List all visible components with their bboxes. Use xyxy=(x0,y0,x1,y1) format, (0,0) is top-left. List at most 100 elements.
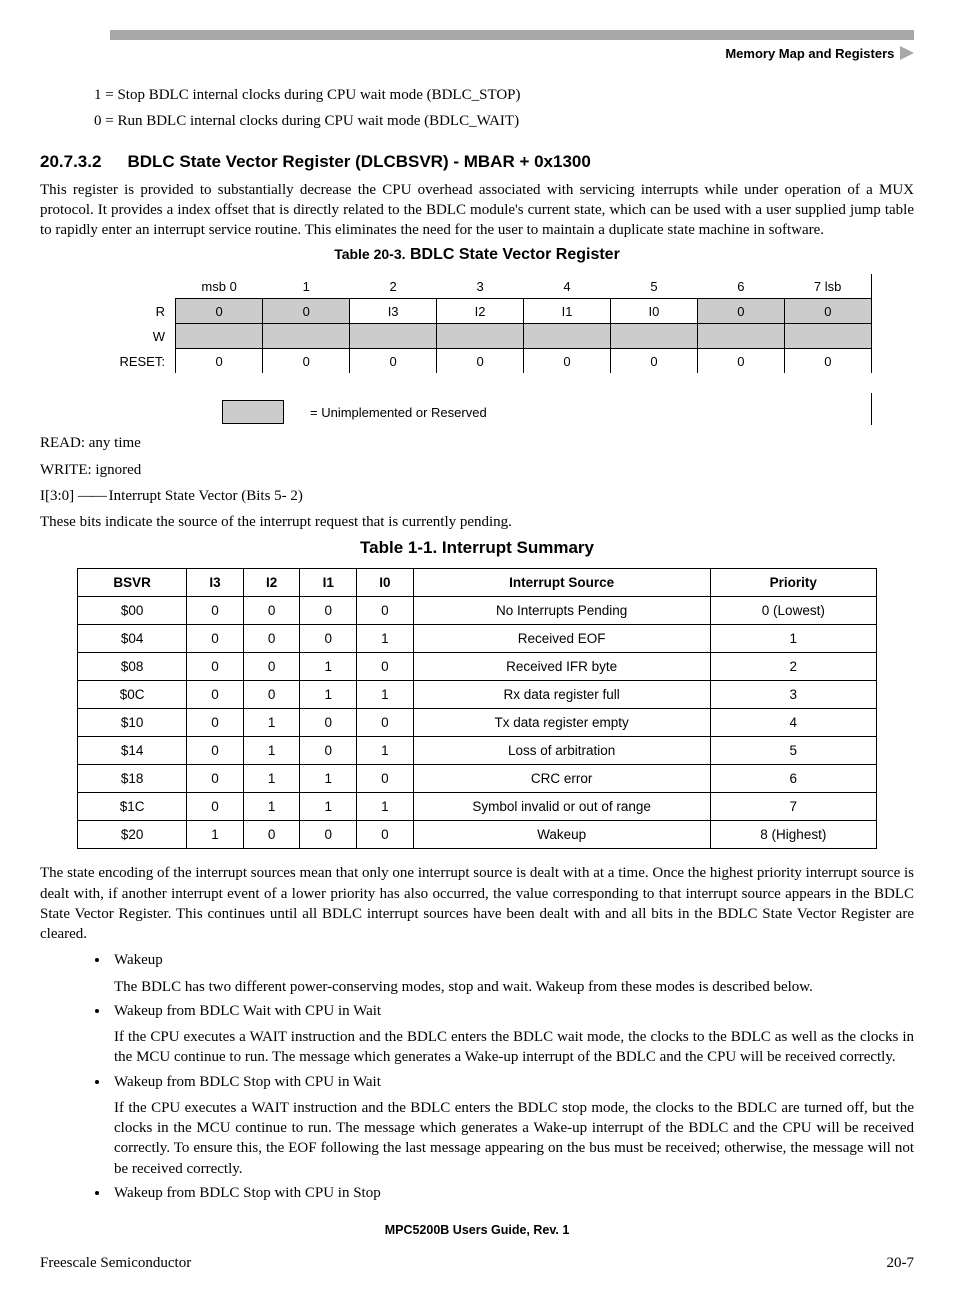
int-header-row: BSVR I3 I2 I1 I0 Interrupt Source Priori… xyxy=(78,569,877,597)
header-right-text: Memory Map and Registers xyxy=(725,46,894,61)
reset-cell: 0 xyxy=(611,349,698,374)
bit-hdr: 7 lsb xyxy=(784,274,871,299)
table-cell: 1 xyxy=(710,625,876,653)
int-col-i2: I2 xyxy=(243,569,300,597)
table-cell: 0 xyxy=(187,597,244,625)
table-cell: 0 xyxy=(187,765,244,793)
reset-cell: 0 xyxy=(263,349,350,374)
table-cell: 1 xyxy=(300,793,357,821)
bit-header-row: msb 0 1 2 3 4 5 6 7 lsb xyxy=(82,274,872,299)
w-cell xyxy=(437,324,524,349)
reg-table-caption: Table 20-3. BDLC State Vector Register xyxy=(40,246,914,264)
table-cell: 0 xyxy=(243,625,300,653)
legend-row: = Unimplemented or Reserved xyxy=(222,399,872,425)
bit-hdr: 4 xyxy=(524,274,611,299)
intro-line-1: 0 = Run BDLC internal clocks during CPU … xyxy=(94,111,914,131)
legend-right-border xyxy=(513,393,872,425)
register-table: msb 0 1 2 3 4 5 6 7 lsb R 0 0 I3 I2 I1 I… xyxy=(82,274,872,373)
int-table-caption: Table 1-1. Interrupt Summary xyxy=(40,538,914,558)
table-cell: $18 xyxy=(78,765,187,793)
table-row: $140101Loss of arbitration5 xyxy=(78,737,877,765)
table-cell: No Interrupts Pending xyxy=(413,597,710,625)
table-cell: 0 xyxy=(300,709,357,737)
table-cell: Received EOF xyxy=(413,625,710,653)
section-heading: 20.7.3.2 BDLC State Vector Register (DLC… xyxy=(40,152,914,172)
table-row: $000000No Interrupts Pending0 (Lowest) xyxy=(78,597,877,625)
list-item: Wakeup from BDLC Stop with CPU in Stop xyxy=(110,1183,914,1203)
list-item-head: Wakeup from BDLC Stop with CPU in Wait xyxy=(114,1072,914,1092)
r-cell: 0 xyxy=(697,299,784,324)
table-cell: Wakeup xyxy=(413,821,710,849)
table-cell: 0 xyxy=(187,625,244,653)
reset-cell: 0 xyxy=(524,349,611,374)
table-cell: Symbol invalid or out of range xyxy=(413,793,710,821)
list-item-head: Wakeup xyxy=(114,950,914,970)
table-cell: 0 xyxy=(300,821,357,849)
table-cell: 1 xyxy=(243,709,300,737)
table-cell: 0 xyxy=(243,597,300,625)
bit-hdr: msb 0 xyxy=(175,274,262,299)
w-label: W xyxy=(82,324,175,349)
table-cell: 1 xyxy=(300,681,357,709)
r-row: R 0 0 I3 I2 I1 I0 0 0 xyxy=(82,299,872,324)
w-cell xyxy=(611,324,698,349)
footer-right: 20-7 xyxy=(887,1255,915,1272)
register-diagram: msb 0 1 2 3 4 5 6 7 lsb R 0 0 I3 I2 I1 I… xyxy=(82,274,872,425)
reset-row: RESET: 0 0 0 0 0 0 0 0 xyxy=(82,349,872,374)
bit-hdr: 1 xyxy=(263,274,350,299)
reset-cell: 0 xyxy=(784,349,871,374)
list-item-body: The BDLC has two different power-conserv… xyxy=(114,977,914,997)
table-cell: 0 xyxy=(187,653,244,681)
table-cell: 1 xyxy=(243,765,300,793)
bit-hdr: 6 xyxy=(697,274,784,299)
reset-cell: 0 xyxy=(437,349,524,374)
reset-cell: 0 xyxy=(697,349,784,374)
reg-caption-title: BDLC State Vector Register xyxy=(410,246,620,263)
list-item-head: Wakeup from BDLC Wait with CPU in Wait xyxy=(114,1001,914,1021)
table-cell: $08 xyxy=(78,653,187,681)
table-cell: Loss of arbitration xyxy=(413,737,710,765)
table-cell: 8 (Highest) xyxy=(710,821,876,849)
read-note: READ: any time xyxy=(40,433,914,453)
table-cell: 0 xyxy=(357,821,414,849)
w-row: W xyxy=(82,324,872,349)
table-cell: 0 xyxy=(357,709,414,737)
reset-cell: 0 xyxy=(175,349,262,374)
table-cell: 1 xyxy=(243,793,300,821)
write-note: WRITE: ignored xyxy=(40,460,914,480)
reset-label: RESET: xyxy=(82,349,175,374)
table-cell: 0 xyxy=(300,737,357,765)
table-row: $1C0111Symbol invalid or out of range7 xyxy=(78,793,877,821)
table-cell: 3 xyxy=(710,681,876,709)
table-cell: 0 xyxy=(187,681,244,709)
r-label: R xyxy=(82,299,175,324)
w-cell xyxy=(524,324,611,349)
legend-text: = Unimplemented or Reserved xyxy=(310,405,487,420)
w-cell xyxy=(263,324,350,349)
table-cell: Rx data register full xyxy=(413,681,710,709)
w-cell xyxy=(175,324,262,349)
table-cell: $0C xyxy=(78,681,187,709)
list-item-head: Wakeup from BDLC Stop with CPU in Stop xyxy=(114,1183,914,1203)
table-cell: 1 xyxy=(357,737,414,765)
table-cell: 1 xyxy=(300,765,357,793)
section-title: BDLC State Vector Register (DLCBSVR) - M… xyxy=(127,152,590,172)
table-cell: 0 xyxy=(243,821,300,849)
table-cell: 4 xyxy=(710,709,876,737)
table-cell: $1C xyxy=(78,793,187,821)
table-cell: 0 xyxy=(243,653,300,681)
table-row: $180110CRC error6 xyxy=(78,765,877,793)
r-cell: I0 xyxy=(611,299,698,324)
int-col-priority: Priority xyxy=(710,569,876,597)
table-row: $040001Received EOF1 xyxy=(78,625,877,653)
table-cell: 1 xyxy=(300,653,357,681)
list-item-body: If the CPU executes a WAIT instruction a… xyxy=(114,1027,914,1068)
r-cell: I2 xyxy=(437,299,524,324)
table-cell: Tx data register empty xyxy=(413,709,710,737)
bit-hdr: 3 xyxy=(437,274,524,299)
w-cell xyxy=(697,324,784,349)
bit-hdr: 2 xyxy=(350,274,437,299)
table-row: $0C0011Rx data register full3 xyxy=(78,681,877,709)
int-col-i0: I0 xyxy=(357,569,414,597)
table-cell: $14 xyxy=(78,737,187,765)
